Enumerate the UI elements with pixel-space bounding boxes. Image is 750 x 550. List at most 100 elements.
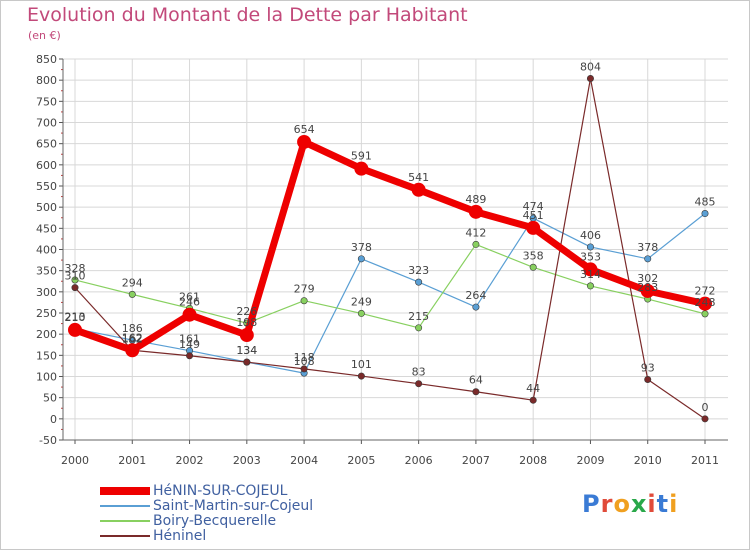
data-label: 64 [469,374,483,387]
y-tick-label: 350 [36,265,57,278]
data-label: 226 [236,305,257,318]
y-tick-label: 150 [36,349,57,362]
x-tick-label: 2004 [290,454,318,467]
data-label: 591 [351,150,372,163]
data-label: 314 [580,268,601,281]
data-label: 451 [523,209,544,222]
data-label: 118 [294,351,315,364]
data-point [186,352,194,360]
data-point [300,365,308,373]
data-label: 93 [641,361,655,374]
data-point [71,276,79,284]
data-label: 44 [526,382,540,395]
data-label: 162 [122,331,143,344]
y-tick-label: 300 [36,286,57,299]
y-tick-label: 200 [36,328,57,341]
y-tick-label: 450 [36,222,57,235]
data-label: 804 [580,60,601,73]
legend-label: Saint-Martin-sur-Cojeul [153,498,314,514]
data-point [698,296,712,311]
y-tick-label: -50 [39,434,57,447]
x-tick-label: 2010 [634,454,662,467]
data-point [71,284,79,292]
y-tick-label: 250 [36,307,57,320]
data-point [354,161,369,176]
data-point [586,282,594,290]
data-label: 162 [122,332,143,345]
data-label: 328 [65,262,86,275]
x-tick-label: 2009 [576,454,604,467]
data-label: 246 [179,296,200,309]
data-label: 134 [236,344,257,357]
data-point [472,303,480,311]
legend-swatch [100,505,150,507]
y-tick-label: 100 [36,371,57,384]
series-line-2 [74,243,706,329]
proxiti-logo: Proxiti [582,490,678,518]
data-point [644,255,652,263]
data-point [125,343,140,358]
data-point [586,243,594,251]
legend-swatch [100,487,150,495]
data-label: 101 [351,358,372,371]
series-line-1 [74,212,706,374]
data-point [701,210,709,218]
data-point [415,324,423,332]
data-point [644,375,652,383]
data-point [297,134,312,149]
data-label: 108 [294,355,315,368]
y-tick-label: 550 [36,180,57,193]
y-tick-label: 700 [36,117,57,130]
series-line-0 [71,138,709,354]
data-point [243,358,251,366]
data-label: 294 [122,276,143,289]
data-label: 378 [351,241,372,254]
data-label: 0 [702,401,709,414]
logo-letter: P [582,490,601,518]
data-point [357,372,365,380]
y-tick-label: 750 [36,95,57,108]
x-tick-label: 2006 [405,454,433,467]
logo-letter: x [630,490,648,518]
data-label: 161 [179,333,200,346]
data-label: 310 [65,270,86,283]
data-label: 210 [65,311,86,324]
y-tick-label: 0 [50,413,57,426]
y-tick-label: 500 [36,201,57,214]
data-point [472,240,480,248]
data-point [472,388,480,396]
y-tick-label: 850 [36,53,57,66]
data-label: 412 [465,226,486,239]
data-label: 186 [122,322,143,335]
x-tick-label: 2000 [61,454,89,467]
legend-label: HéNIN-SUR-COJEUL [153,483,288,499]
data-point [701,310,709,318]
x-tick-label: 2005 [347,454,375,467]
data-label: 283 [637,281,658,294]
data-label: 83 [412,366,426,379]
data-point [357,309,365,317]
data-label: 264 [465,289,486,302]
data-point [529,396,537,404]
data-label: 249 [351,295,372,308]
x-tick-label: 2002 [176,454,204,467]
data-label: 134 [236,344,257,357]
data-label: 378 [637,241,658,254]
legend-label: Boiry-Becquerelle [153,513,277,529]
series-line-3 [74,77,706,420]
data-label: 302 [637,272,658,285]
x-tick-label: 2011 [691,454,719,467]
data-point [701,415,709,423]
logo-letter: i [647,490,657,518]
data-point [357,255,365,263]
data-label: 489 [465,193,486,206]
data-label: 149 [179,338,200,351]
data-label: 198 [236,316,257,329]
data-point [468,204,483,219]
data-label: 213 [65,311,86,324]
data-label: 323 [408,264,429,277]
data-label: 215 [408,310,429,323]
data-point [526,220,541,235]
data-label: 261 [179,290,200,303]
